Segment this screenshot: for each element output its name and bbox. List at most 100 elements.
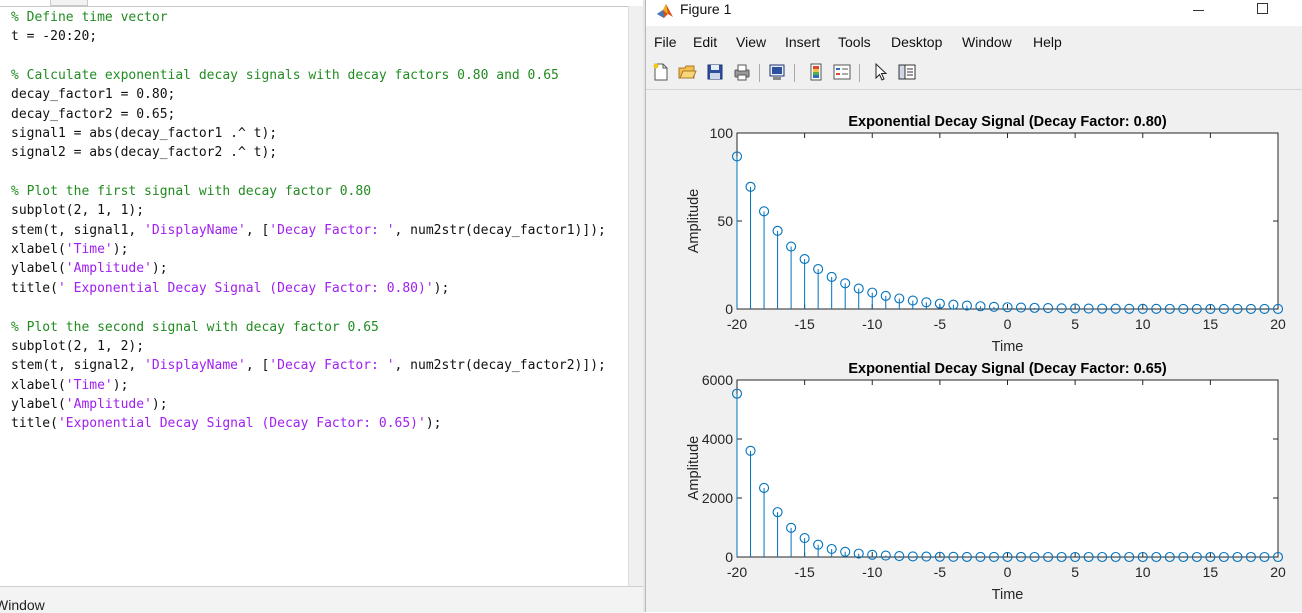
- code-string: 'DisplayName': [144, 222, 246, 238]
- x-tick-label: 10: [1135, 564, 1151, 580]
- editor-tab-strip: [0, 0, 643, 7]
- stem-marker: [1070, 551, 1081, 563]
- editor-tab[interactable]: [50, 0, 88, 6]
- save-icon[interactable]: [705, 62, 725, 82]
- x-tick-label: -10: [862, 316, 882, 332]
- toolbar-separator: [794, 64, 795, 82]
- figure-title: Figure 1: [680, 1, 732, 17]
- code-line[interactable]: % Plot the first signal with decay facto…: [11, 182, 606, 201]
- menu-desktop[interactable]: Desktop: [891, 34, 943, 50]
- stem-marker: [1272, 551, 1284, 563]
- code-line[interactable]: decay_factor1 = 0.80;: [11, 85, 606, 104]
- stem-marker: [1191, 551, 1202, 563]
- command-window-strip[interactable]: [0, 586, 645, 613]
- editor-scrollbar[interactable]: [628, 6, 644, 586]
- x-tick-label: -20: [727, 564, 747, 580]
- stem-marker: [988, 551, 1000, 563]
- code-text: signal2 = abs(decay_factor2 .^ t);: [11, 145, 278, 161]
- code-line[interactable]: xlabel('Time');: [11, 240, 606, 259]
- editor-panel[interactable]: % Define time vector t = -20:20; % Calcula…: [0, 0, 644, 590]
- code-line[interactable]: % Plot the second signal with decay fact…: [11, 318, 606, 337]
- code-line[interactable]: [11, 47, 606, 66]
- code-text: title(: [11, 416, 58, 432]
- stem-marker: [1245, 303, 1257, 315]
- x-tick-label: 5: [1071, 564, 1079, 580]
- stem-marker: [921, 297, 932, 308]
- figure-title-bar[interactable]: Figure 1: [646, 0, 1302, 26]
- link-plot-icon[interactable]: [767, 62, 787, 82]
- code-line[interactable]: title(' Exponential Decay Signal (Decay …: [11, 279, 606, 298]
- stem-marker: [1137, 551, 1148, 563]
- code-line[interactable]: stem(t, signal1, 'DisplayName', ['Decay …: [11, 221, 606, 240]
- stem-marker: [961, 551, 972, 562]
- code-line[interactable]: title('Exponential Decay Signal (Decay F…: [11, 414, 606, 433]
- stem-marker: [988, 301, 1000, 312]
- property-inspector-icon[interactable]: [897, 62, 917, 82]
- insert-legend-icon[interactable]: [832, 62, 852, 82]
- code-text: signal1 = abs(decay_factor1 .^ t);: [11, 126, 278, 142]
- stem-marker: [880, 550, 891, 561]
- code-text: ylabel(: [11, 261, 66, 277]
- code-line[interactable]: stem(t, signal2, 'DisplayName', ['Decay …: [11, 356, 606, 375]
- code-string: 'Decay Factor: ': [269, 222, 395, 238]
- figure-canvas[interactable]: -20 -15 -10 -5 0 5 10 15 20 0 50 100 Exponential Dec…: [646, 90, 1302, 612]
- stem-marker: [948, 299, 959, 310]
- stem-marker: [1218, 303, 1229, 315]
- new-figure-icon[interactable]: [651, 62, 671, 82]
- stem-marker: [1002, 551, 1013, 563]
- code-line[interactable]: decay_factor2 = 0.65;: [11, 105, 606, 124]
- stem-marker: [1015, 302, 1027, 313]
- code-comment: % Plot the second signal with decay fact…: [11, 319, 379, 335]
- code-line[interactable]: subplot(2, 1, 2);: [11, 337, 606, 356]
- menu-insert[interactable]: Insert: [785, 34, 821, 50]
- stem-marker: [759, 206, 770, 217]
- open-file-icon[interactable]: [677, 62, 697, 82]
- menu-view[interactable]: View: [736, 34, 767, 50]
- print-icon[interactable]: [732, 62, 752, 82]
- code-text: t = -20:20;: [11, 29, 98, 45]
- matlab-logo-icon: [657, 4, 673, 18]
- x-tick-label: -15: [795, 564, 815, 580]
- x-tick-label: 20: [1270, 316, 1286, 332]
- menu-tools[interactable]: Tools: [838, 34, 871, 50]
- code-line[interactable]: % Define time vector: [11, 8, 606, 27]
- code-line[interactable]: [11, 298, 606, 317]
- x-axis-label: Time: [992, 587, 1024, 603]
- menu-edit[interactable]: Edit: [693, 34, 718, 50]
- code-string: 'Time': [65, 377, 113, 393]
- code-line[interactable]: xlabel('Time');: [11, 376, 606, 395]
- code-text: stem(t, signal1,: [11, 222, 145, 238]
- code-line[interactable]: ylabel('Amplitude');: [11, 395, 606, 414]
- stem-marker: [1259, 551, 1270, 563]
- code-area[interactable]: % Define time vector t = -20:20; % Calcula…: [11, 8, 606, 434]
- axes-2: [731, 379, 1284, 563]
- menu-file[interactable]: File: [654, 34, 677, 50]
- stem-marker: [1191, 303, 1202, 314]
- code-line[interactable]: [11, 163, 606, 182]
- maximize-button[interactable]: [1242, 0, 1282, 22]
- code-line[interactable]: signal2 = abs(decay_factor2 .^ t);: [11, 143, 606, 162]
- code-line[interactable]: t = -20:20;: [11, 27, 606, 46]
- panel-splitter[interactable]: [643, 0, 646, 612]
- code-line[interactable]: % Calculate exponential decay signals wi…: [11, 66, 606, 85]
- stem-marker: [731, 388, 743, 399]
- code-line[interactable]: signal1 = abs(decay_factor1 .^ t);: [11, 124, 606, 143]
- code-text: );: [425, 416, 442, 432]
- code-string: 'Time': [65, 242, 113, 258]
- stem-marker: [772, 225, 783, 236]
- edit-plot-icon[interactable]: [871, 62, 891, 82]
- stem-marker: [799, 253, 810, 265]
- menu-help[interactable]: Help: [1033, 34, 1062, 50]
- stem-marker: [894, 293, 905, 304]
- code-line[interactable]: subplot(2, 1, 1);: [11, 201, 606, 220]
- stem-marker: [1015, 551, 1027, 563]
- stem-marker: [1110, 303, 1121, 314]
- x-tick-label: 15: [1203, 564, 1219, 580]
- x-tick-label: -5: [934, 316, 947, 332]
- minimize-button[interactable]: [1178, 0, 1218, 22]
- insert-colorbar-icon[interactable]: [806, 62, 826, 82]
- stem-marker: [948, 551, 959, 562]
- code-line[interactable]: ylabel('Amplitude');: [11, 259, 606, 278]
- menu-window[interactable]: Window: [962, 34, 1012, 50]
